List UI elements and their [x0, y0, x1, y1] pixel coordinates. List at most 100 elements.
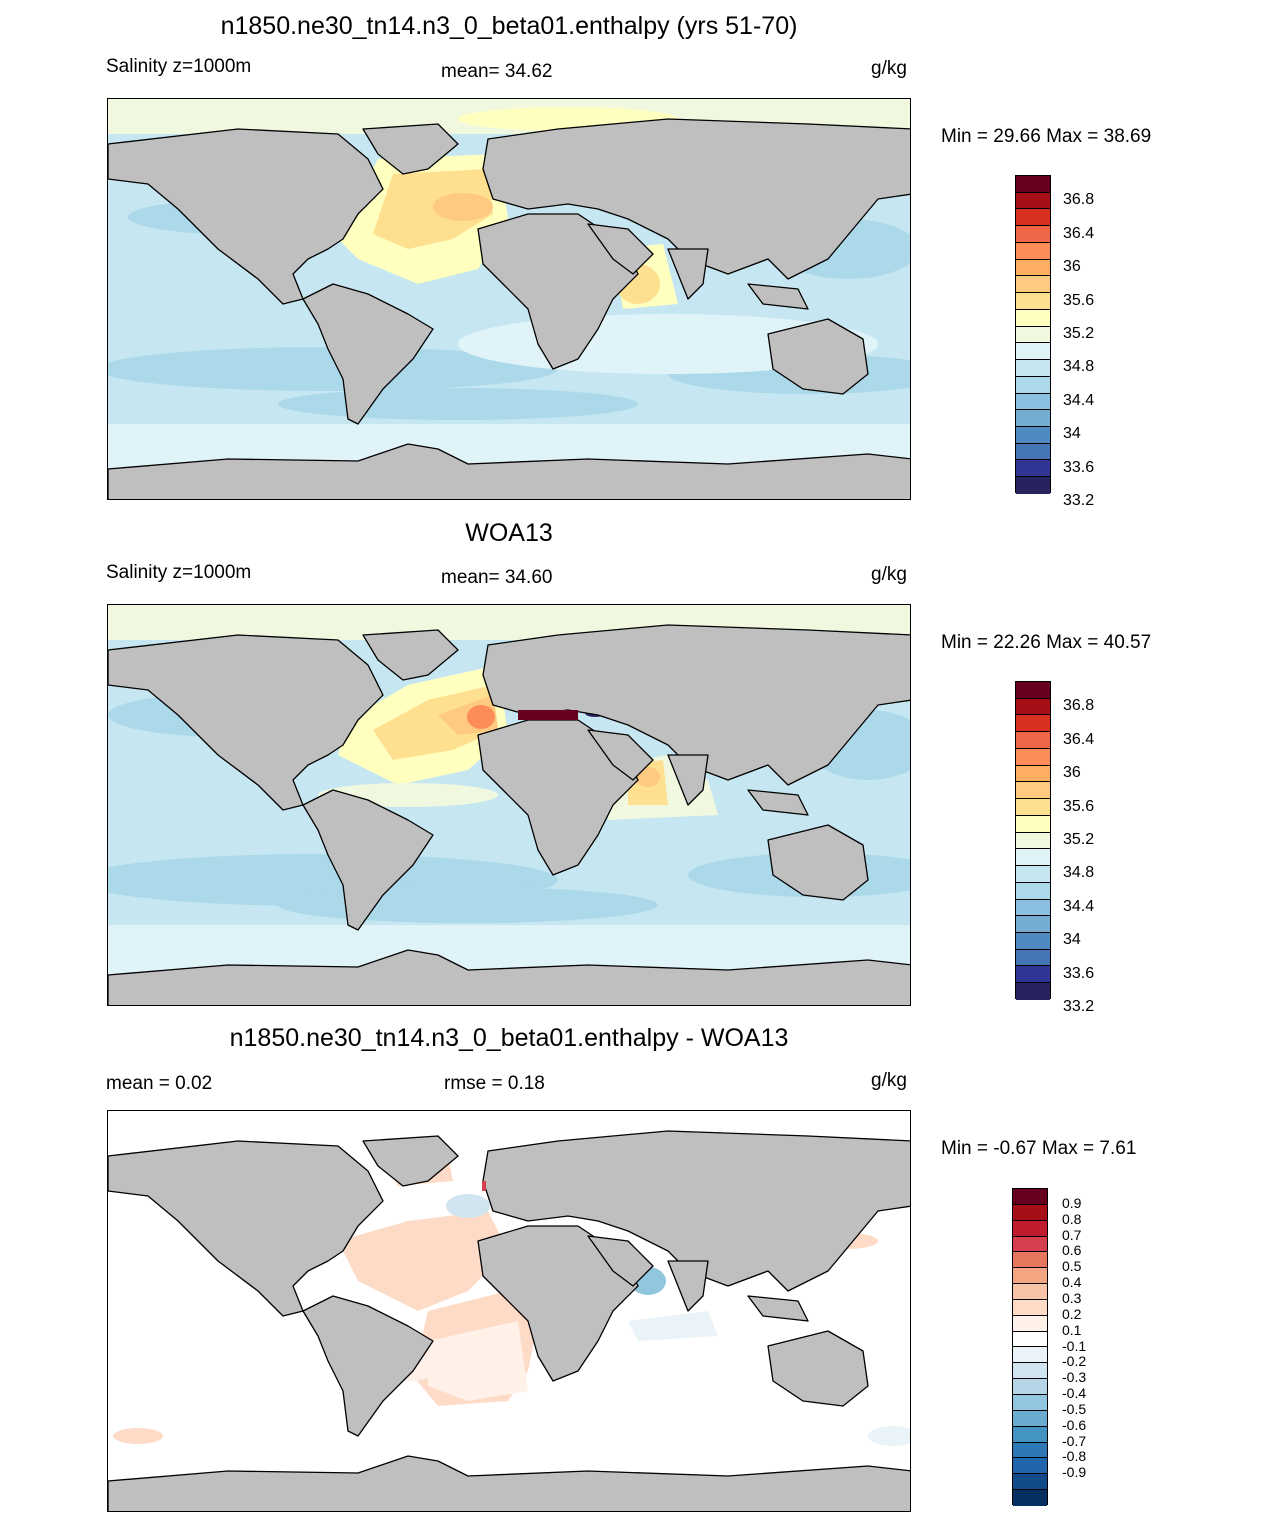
- colorbar-swatch: [1016, 782, 1050, 800]
- colorbar-swatch: [1016, 309, 1050, 327]
- colorbar-label: 36.4: [1063, 730, 1095, 748]
- colorbar-label: -0.2: [1062, 1353, 1087, 1370]
- colorbar-label: -0.8: [1062, 1448, 1087, 1465]
- colorbar-swatch: [1013, 1410, 1047, 1427]
- colorbar-label: 0.8: [1062, 1210, 1082, 1227]
- panel-2-title: WOA13: [465, 519, 553, 547]
- colorbar-swatch: [1016, 748, 1050, 766]
- colorbar-swatch: [1013, 1284, 1047, 1300]
- colorbar-label: -0.9: [1062, 1464, 1087, 1481]
- colorbar-swatch: [1016, 966, 1050, 984]
- panel-1-title: n1850.ne30_tn14.n3_0_beta01.enthalpy (yr…: [220, 12, 798, 40]
- colorbar-label: 33.6: [1063, 964, 1095, 982]
- colorbar-label: 33.2: [1063, 998, 1095, 1016]
- colorbar-swatch: [1016, 242, 1050, 260]
- colorbar-label: 34.8: [1063, 864, 1095, 882]
- colorbar-label: 34: [1063, 931, 1081, 949]
- colorbar-swatch: [1013, 1490, 1047, 1506]
- colorbar-swatch: [1013, 1347, 1047, 1364]
- colorbar-label: 0.7: [1062, 1226, 1082, 1243]
- panel-2-mean-label: mean= 34.60: [441, 567, 553, 588]
- panel-2-left-label: Salinity z=1000m: [106, 562, 252, 583]
- panel-2-minmax: Min = 22.26 Max = 40.57: [941, 632, 1152, 653]
- colorbar-swatch: [1016, 192, 1050, 210]
- colorbar-swatch: [1016, 799, 1050, 816]
- colorbar-swatch: [1016, 715, 1050, 733]
- colorbar-swatch: [1016, 849, 1050, 867]
- colorbar-label: -0.7: [1062, 1432, 1087, 1449]
- colorbar-swatch: [1013, 1204, 1047, 1221]
- colorbar-swatch: [1016, 226, 1050, 243]
- colorbar-swatch: [1013, 1268, 1047, 1285]
- panel-1-mean-label: mean= 34.62: [441, 61, 553, 82]
- colorbar-swatch: [1013, 1394, 1047, 1411]
- colorbar-label: 35.6: [1063, 291, 1095, 309]
- colorbar-label: 35.2: [1063, 831, 1095, 848]
- colorbar-swatch: [1016, 815, 1050, 833]
- panel-2-colorbar: [1015, 681, 1051, 1000]
- panel-3-rmse-label: rmse = 0.18: [444, 1073, 545, 1094]
- colorbar-swatch: [1016, 176, 1050, 193]
- colorbar-swatch: [1013, 1315, 1047, 1332]
- colorbar-swatch: [1013, 1236, 1047, 1253]
- colorbar-label: 0.1: [1062, 1321, 1082, 1338]
- colorbar-swatch: [1016, 393, 1050, 411]
- colorbar-swatch: [1016, 933, 1050, 950]
- colorbar-label: 33.2: [1063, 492, 1095, 510]
- panel-1-minmax: Min = 29.66 Max = 38.69: [941, 126, 1152, 147]
- colorbar-swatch: [1013, 1220, 1047, 1237]
- colorbar-swatch: [1016, 916, 1050, 934]
- colorbar-label: 36.8: [1063, 191, 1095, 209]
- colorbar-swatch: [1016, 376, 1050, 394]
- colorbar-swatch: [1013, 1252, 1047, 1269]
- colorbar-swatch: [1016, 832, 1050, 850]
- colorbar-swatch: [1016, 765, 1050, 783]
- colorbar-swatch: [1013, 1363, 1047, 1380]
- colorbar-label: 0.6: [1062, 1242, 1082, 1259]
- colorbar-swatch: [1016, 276, 1050, 294]
- panel-1-units: g/kg: [871, 58, 907, 79]
- colorbar-label: -0.1: [1062, 1337, 1087, 1354]
- panel-3-minmax: Min = -0.67 Max = 7.61: [941, 1138, 1137, 1159]
- colorbar-swatch: [1016, 882, 1050, 900]
- colorbar-swatch: [1016, 427, 1050, 444]
- panel-1-map: [107, 98, 911, 500]
- panel-1-left-label: Salinity z=1000m: [106, 56, 252, 77]
- panel-1-colorbar: [1015, 175, 1051, 494]
- colorbar-swatch: [1016, 899, 1050, 917]
- colorbar-swatch: [1016, 866, 1050, 883]
- colorbar-label: 34.8: [1063, 358, 1095, 376]
- colorbar-swatch: [1013, 1474, 1047, 1491]
- colorbar-label: 0.3: [1062, 1289, 1082, 1306]
- colorbar-label: 0.4: [1062, 1274, 1082, 1291]
- colorbar-swatch: [1016, 698, 1050, 716]
- colorbar-label: 36: [1063, 258, 1081, 276]
- colorbar-label: 34: [1063, 425, 1081, 443]
- colorbar-swatch: [1016, 360, 1050, 377]
- panel-3-map: [107, 1110, 911, 1512]
- colorbar-label: 33.6: [1063, 458, 1095, 476]
- colorbar-swatch: [1013, 1458, 1047, 1475]
- colorbar-swatch: [1016, 326, 1050, 344]
- colorbar-label: 34.4: [1063, 897, 1095, 915]
- colorbar-swatch: [1013, 1189, 1047, 1205]
- colorbar-label: 36.4: [1063, 224, 1095, 242]
- panel-2-map: [107, 604, 911, 1006]
- colorbar-label: -0.4: [1062, 1385, 1087, 1402]
- colorbar-label: -0.6: [1062, 1416, 1087, 1433]
- colorbar-label: 36: [1063, 764, 1081, 782]
- colorbar-swatch: [1016, 460, 1050, 478]
- colorbar-swatch: [1016, 293, 1050, 310]
- colorbar-label: 0.2: [1062, 1305, 1082, 1322]
- colorbar-label: 35.6: [1063, 797, 1095, 815]
- colorbar-label: 0.5: [1062, 1258, 1082, 1275]
- colorbar-swatch: [1016, 343, 1050, 361]
- colorbar-label: 36.8: [1063, 697, 1095, 715]
- colorbar-swatch: [1013, 1426, 1047, 1443]
- panel-3-mean-label: mean = 0.02: [106, 1073, 213, 1094]
- panel-2-units: g/kg: [871, 564, 907, 585]
- colorbar-label: 34.4: [1063, 391, 1095, 409]
- colorbar-label: -0.5: [1062, 1400, 1087, 1417]
- colorbar-swatch: [1013, 1299, 1047, 1316]
- panel-3-title: n1850.ne30_tn14.n3_0_beta01.enthalpy - W…: [229, 1024, 789, 1052]
